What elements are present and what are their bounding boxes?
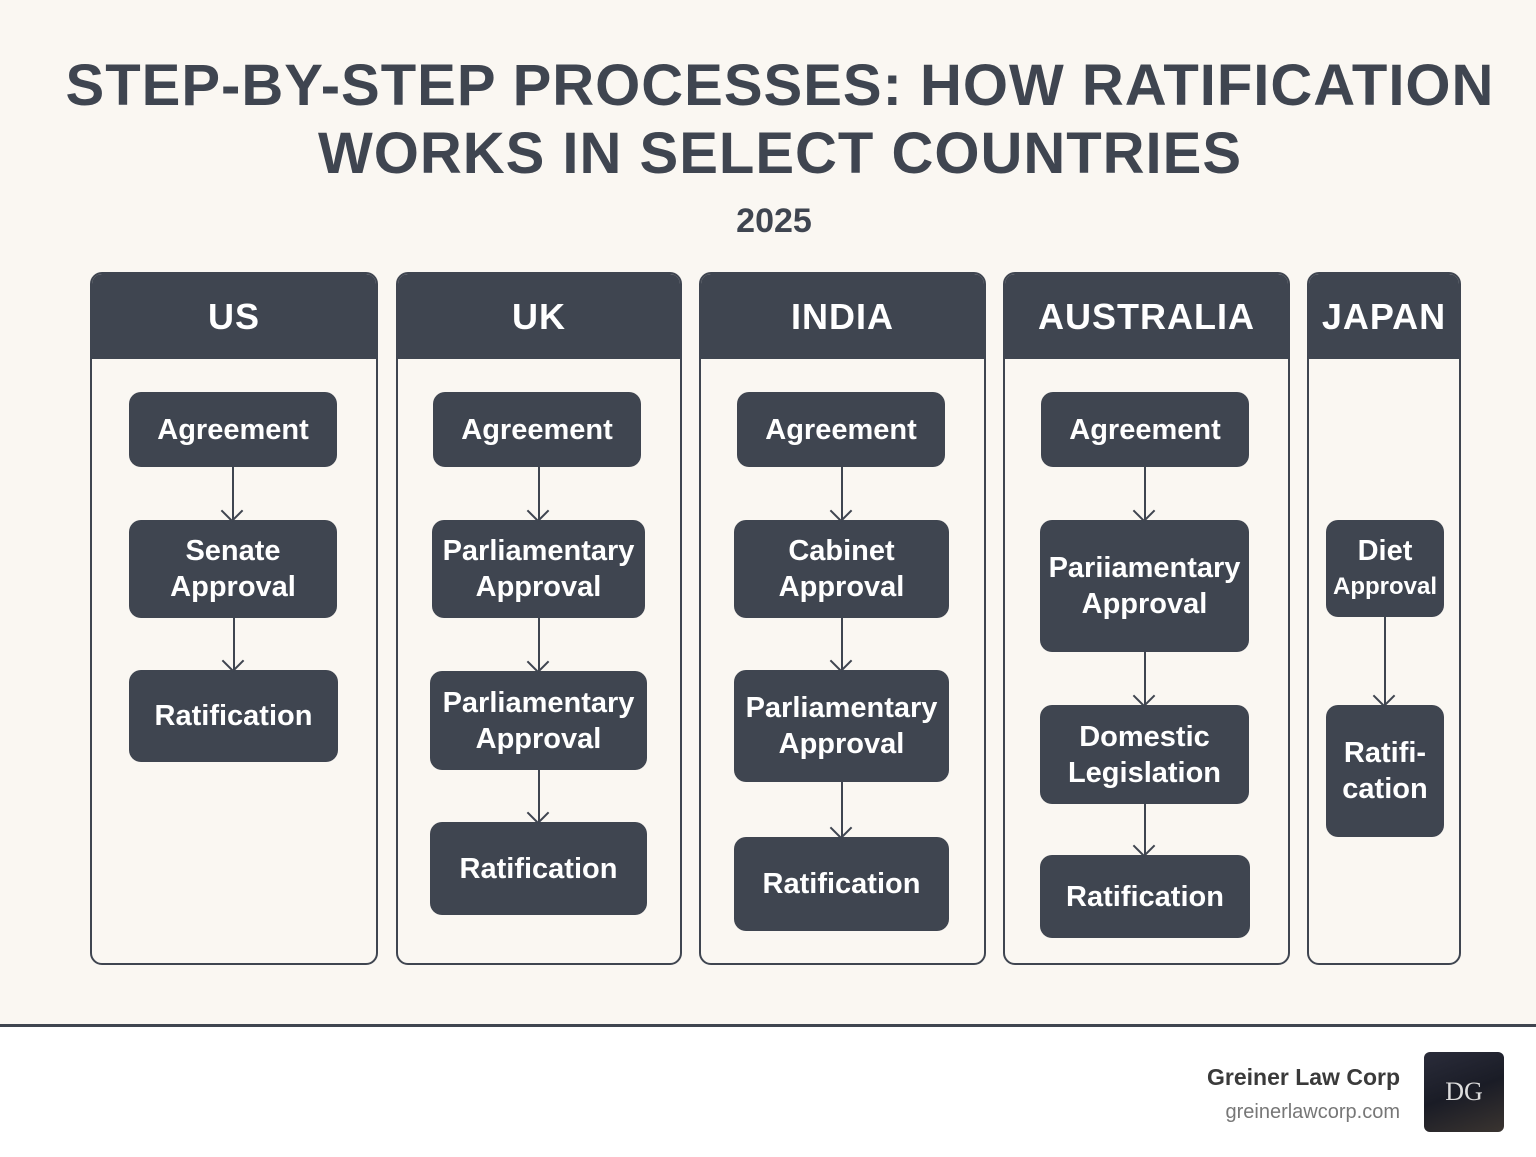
arrow-icon — [840, 618, 843, 670]
brand-logo: DG — [1424, 1052, 1504, 1132]
footer — [0, 1024, 1536, 1157]
step-box: Agreement — [1041, 392, 1249, 467]
step-label: Approval — [778, 571, 905, 603]
step-box: Agreement — [129, 392, 337, 467]
title-line-1: STEP-BY-STEP PROCESSES: HOW RATIFICATION — [65, 53, 1495, 118]
arrow-icon — [1143, 467, 1146, 520]
step-label: Ratifi- — [1343, 737, 1427, 769]
step-label: Agreement — [461, 413, 613, 446]
column-header: JAPAN — [1309, 274, 1459, 359]
step-label: Ratification — [459, 852, 618, 885]
step-label: Approval — [475, 722, 602, 755]
arrow-icon — [232, 467, 234, 520]
step-label: Domestic — [1079, 720, 1210, 753]
brand-url: greinerlawcorp.com — [1225, 1101, 1400, 1123]
step-label: Approval — [1332, 572, 1437, 600]
step-label: Approval — [475, 571, 602, 603]
title-line-2: WORKS IN SELECT COUNTRIES — [317, 121, 1243, 186]
step-box: Ratification — [430, 822, 647, 915]
column-us: US — [90, 272, 378, 965]
step-label: Agreement — [765, 413, 917, 446]
step-label: cation — [1342, 773, 1428, 805]
step-label: Parliamentary — [442, 535, 635, 567]
step-box: Ratifi-cation — [1326, 705, 1444, 837]
arrow-icon — [1143, 652, 1146, 705]
arrow-icon — [840, 467, 843, 520]
column-header: UK — [398, 274, 680, 359]
step-box: Ratification — [734, 837, 949, 931]
step-box: Pariiamentary Approval — [1040, 520, 1249, 652]
subtitle: 2025 — [736, 202, 812, 240]
step-label: Approval — [1081, 588, 1208, 620]
step-label: Cabinet — [788, 535, 895, 567]
step-box: Parliamentary Approval — [430, 671, 647, 770]
arrow-icon — [840, 782, 843, 837]
step-box: Parliamentary Approval — [432, 520, 645, 618]
step-label: Parliamentary — [745, 692, 938, 724]
page-title: STEP-BY-STEP PROCESSES: HOW RATIFICATION… — [0, 52, 1536, 188]
arrow-icon — [232, 618, 235, 670]
step-box: Domestic Legislation — [1040, 705, 1249, 804]
arrow-icon — [1384, 617, 1386, 705]
column-header: US — [92, 274, 376, 359]
step-label: Senate — [185, 535, 281, 567]
step-box: Agreement — [737, 392, 945, 467]
step-label: Diet — [1357, 534, 1413, 567]
step-box: Agreement — [433, 392, 641, 467]
step-box: Cabinet Approval — [734, 520, 949, 618]
arrow-icon — [537, 618, 540, 671]
step-label: Agreement — [1069, 413, 1221, 446]
column-header: INDIA — [701, 274, 984, 359]
step-label: Agreement — [157, 413, 309, 446]
step-label: Pariiamentary — [1048, 552, 1241, 584]
arrow-icon — [537, 467, 540, 520]
step-label: Parliamentary — [442, 686, 635, 719]
step-label: Ratification — [762, 868, 921, 900]
step-label: Ratification — [1066, 880, 1224, 913]
column-header: AUSTRALIA — [1005, 274, 1288, 359]
step-box: Ratification — [1040, 855, 1250, 938]
arrow-icon — [1144, 804, 1146, 855]
step-label: Legislation — [1067, 756, 1222, 789]
arrow-icon — [537, 770, 540, 822]
brand: Greiner Law Corp greinerlawcorp.com — [1207, 1064, 1400, 1124]
step-box: Ratification — [129, 670, 338, 762]
step-label: Ratification — [154, 700, 313, 732]
step-label: Approval — [778, 728, 905, 760]
step-label: Approval — [170, 571, 296, 603]
step-box: Senate Approval — [129, 520, 337, 618]
brand-name: Greiner Law Corp — [1207, 1064, 1400, 1090]
step-box: Parliamentary Approval — [734, 670, 949, 782]
step-box: Diet Approval — [1326, 520, 1444, 617]
